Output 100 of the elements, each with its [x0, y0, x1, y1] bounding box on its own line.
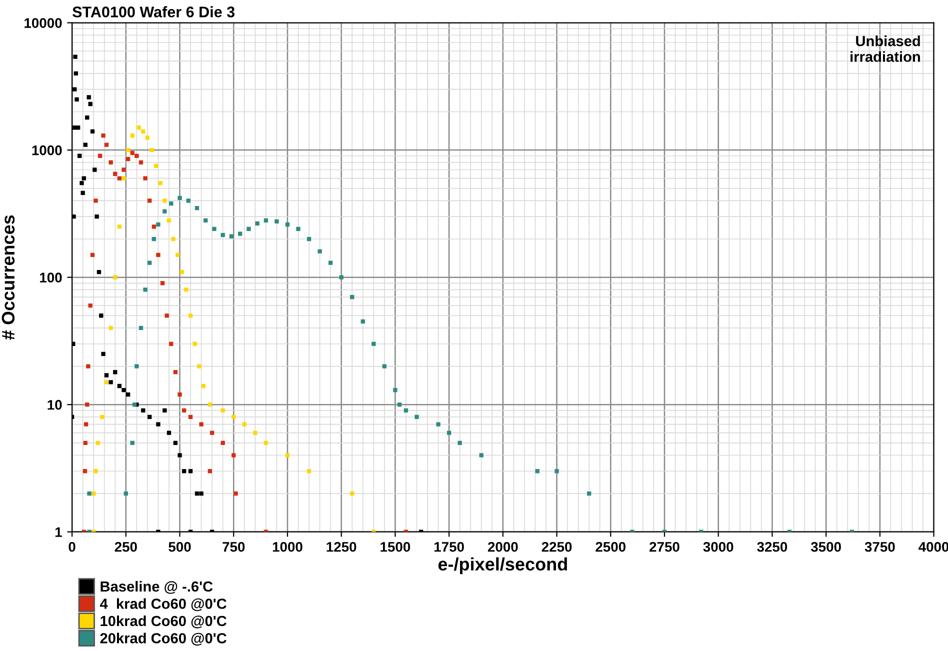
point [158, 181, 162, 186]
point [393, 388, 398, 392]
y-tick-label: 100 [40, 272, 62, 282]
point [397, 402, 402, 407]
point [404, 408, 408, 413]
point [178, 392, 182, 397]
x-tick-label: 500 [168, 542, 191, 552]
point [182, 408, 186, 413]
point [101, 133, 106, 138]
point [232, 453, 236, 458]
point [253, 430, 258, 435]
point [136, 126, 141, 130]
point [108, 326, 113, 330]
point [130, 440, 134, 445]
x-tick-label: 250 [114, 542, 137, 552]
point [220, 232, 225, 238]
point [90, 129, 95, 134]
point [162, 408, 167, 413]
point [173, 370, 178, 374]
point [145, 136, 150, 140]
point [229, 234, 234, 238]
point [255, 221, 260, 226]
point [82, 469, 88, 474]
point [156, 422, 160, 426]
point [82, 176, 86, 180]
point [180, 270, 184, 274]
point [194, 206, 200, 210]
point [382, 364, 387, 368]
point [156, 222, 160, 227]
point [113, 370, 118, 374]
x-tick-label: 2500 [596, 542, 626, 552]
chart-title: STA0100 Wafer 6 Die 3 [72, 6, 235, 18]
point [197, 364, 202, 368]
point [148, 414, 152, 420]
point [350, 294, 354, 300]
point [150, 148, 154, 152]
point [96, 270, 102, 274]
point [199, 422, 204, 426]
point [166, 430, 172, 435]
point [143, 176, 148, 180]
point [134, 154, 139, 158]
point [138, 160, 144, 164]
point [201, 384, 206, 388]
point [92, 168, 97, 172]
y-tick-label: 1 [55, 527, 62, 537]
point [535, 469, 540, 474]
point [86, 95, 91, 100]
point [124, 491, 128, 496]
x-tick-label: 0 [68, 542, 76, 552]
point [130, 150, 134, 155]
x-tick-label: 1750 [434, 542, 464, 552]
point [152, 236, 156, 242]
point [176, 252, 180, 257]
point [182, 469, 186, 474]
point [94, 198, 98, 203]
point [169, 342, 174, 346]
x-tick-label: 3750 [864, 542, 895, 552]
x-tick-label: 1000 [272, 542, 302, 552]
point [186, 198, 190, 203]
point [328, 260, 333, 265]
point [204, 218, 208, 222]
x-tick-label: 3500 [810, 542, 841, 552]
point [104, 142, 109, 147]
point [101, 352, 106, 356]
point [83, 440, 88, 445]
point [98, 154, 102, 158]
point [141, 129, 146, 134]
point [154, 164, 158, 168]
x-axis-title: e-/pixel/second [438, 557, 567, 574]
point [113, 172, 118, 176]
annotation: Unbiased irradiation [850, 36, 920, 62]
point [126, 392, 130, 397]
point [285, 222, 290, 227]
point [86, 364, 90, 368]
point [188, 314, 193, 318]
point [73, 54, 78, 59]
point [210, 430, 214, 435]
point [212, 226, 216, 232]
point [188, 414, 193, 420]
point [194, 491, 200, 496]
point [92, 491, 96, 496]
point [372, 342, 376, 346]
point [264, 440, 268, 445]
x-tick-label: 2000 [488, 542, 518, 552]
point [130, 133, 134, 138]
x-tick-label: 3250 [757, 542, 788, 552]
y-axis-title: # Occurrences [2, 215, 15, 340]
point [148, 260, 152, 265]
point [306, 469, 312, 474]
point [178, 196, 182, 200]
point [264, 218, 268, 222]
x-tick-label: 1250 [326, 542, 356, 552]
point [88, 303, 92, 308]
point [414, 414, 419, 420]
point [117, 224, 122, 229]
point [138, 326, 144, 330]
point [360, 319, 365, 324]
point [436, 422, 440, 426]
point [285, 453, 290, 458]
point [188, 469, 193, 474]
